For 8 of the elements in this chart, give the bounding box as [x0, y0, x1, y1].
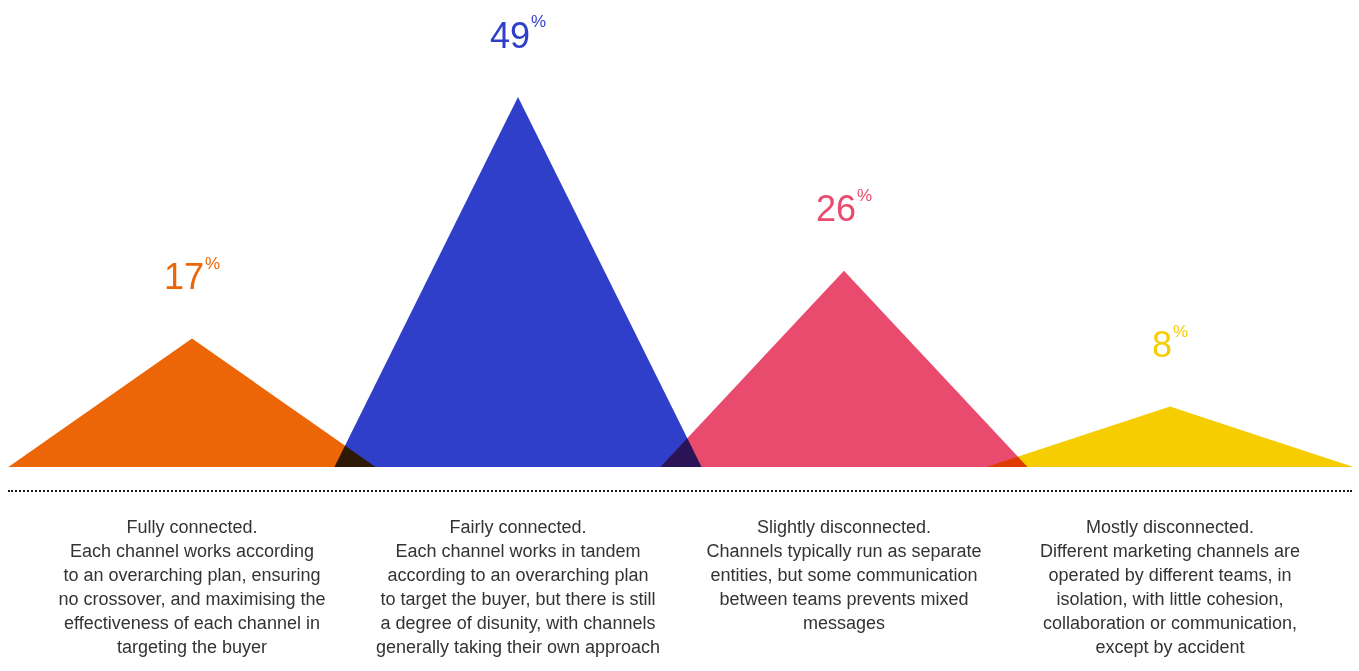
data-label: 8%	[1151, 321, 1189, 366]
category-label: Fully connected. Each channel works according to an overarching plan, ensuring no crossover, and maximising the effectiveness of each channel in targeting the buyer	[58, 517, 326, 657]
data-label: 17%	[163, 253, 221, 298]
category-label: Fairly connected. Each channel works in tandem according to an overarching plan to target the buyer, but there is still a degree of disunity, with channels generally taking their own approach	[375, 517, 661, 657]
data-label: 49%	[489, 12, 547, 56]
data-label: 26%	[815, 185, 873, 230]
category-label: Mostly disconnected. Different marketing channels are operated by different teams, in isolation, with little cohesion, collaboration or communication, except by accident	[1040, 517, 1300, 657]
category-label: Slightly disconnected. Channels typically run as separate entities, but some communication between teams prevents mixed messages	[706, 517, 982, 633]
